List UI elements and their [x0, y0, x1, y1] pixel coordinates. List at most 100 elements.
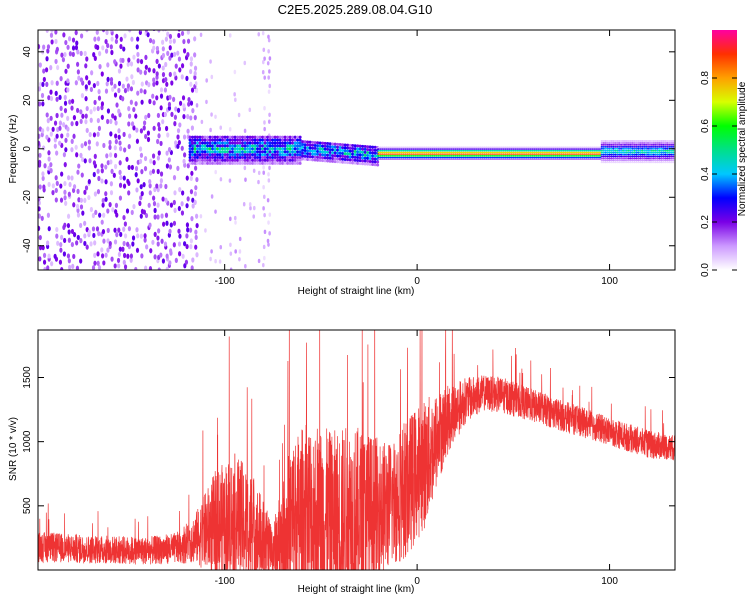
noise-cell — [41, 245, 45, 251]
signal-cell — [218, 153, 222, 157]
carrier-cell — [427, 146, 430, 149]
carrier-cell — [525, 149, 529, 152]
carrier-cell — [479, 153, 482, 155]
colorbar-tick-label: 0.4 — [700, 167, 711, 181]
carrier-cell — [571, 153, 575, 155]
carrier-cell — [448, 148, 452, 150]
carrier-cell — [542, 151, 546, 154]
carrier-cell — [392, 155, 396, 157]
noise-cell — [177, 139, 181, 146]
carrier-cell — [614, 157, 617, 160]
carrier-cell — [643, 161, 646, 164]
carrier-cell — [577, 158, 580, 161]
carrier-cell — [431, 153, 434, 155]
noise-cell — [214, 259, 217, 264]
carrier-cell — [546, 153, 550, 155]
signal-cell — [281, 156, 285, 160]
noise-cell — [177, 241, 182, 247]
signal-cell — [243, 144, 247, 148]
carrier-cell — [612, 145, 615, 148]
carrier-cell — [612, 142, 615, 144]
carrier-cell — [564, 153, 567, 155]
signal-cell — [221, 147, 225, 151]
carrier-cell — [596, 151, 600, 154]
carrier-cell — [490, 149, 494, 152]
noise-cell — [172, 38, 176, 44]
carrier-cell — [600, 151, 604, 154]
signal-cell — [323, 147, 327, 151]
carrier-cell — [650, 144, 654, 146]
noise-cell — [155, 95, 159, 101]
noise-cell — [151, 153, 156, 159]
carrier-cell — [660, 153, 663, 156]
carrier-cell — [481, 158, 484, 161]
carrier-cell — [510, 151, 513, 154]
noise-cell — [38, 225, 41, 231]
noise-cell — [178, 251, 182, 257]
signal-cell — [331, 145, 335, 149]
carrier-cell — [494, 158, 498, 161]
carrier-cell — [390, 158, 394, 161]
noise-cell — [194, 81, 198, 86]
carrier-cell — [550, 149, 554, 152]
noise-cell — [70, 98, 75, 104]
carrier-cell — [529, 155, 532, 157]
carrier-cell — [423, 146, 427, 149]
noise-cell — [143, 89, 147, 95]
noise-cell — [182, 134, 187, 140]
signal-cell — [323, 144, 327, 148]
carrier-cell — [637, 142, 640, 144]
signal-cell — [258, 147, 262, 151]
snr-frame — [37, 329, 676, 571]
carrier-cell — [542, 156, 546, 159]
noise-cell — [129, 257, 133, 263]
noise-cell — [119, 231, 123, 238]
noise-cell — [46, 240, 50, 246]
noise-cell — [189, 244, 193, 250]
carrier-cell — [614, 142, 617, 144]
signal-cell — [273, 144, 277, 148]
carrier-cell — [562, 149, 565, 152]
carrier-cell — [617, 151, 621, 154]
carrier-cell — [475, 155, 478, 157]
noise-cell — [191, 203, 195, 209]
carrier-cell — [598, 156, 602, 159]
carrier-cell — [483, 151, 486, 154]
carrier-cell — [539, 158, 542, 161]
noise-cell — [38, 200, 41, 206]
carrier-cell — [467, 155, 471, 157]
signal-cell — [356, 144, 360, 148]
carrier-cell — [641, 161, 644, 164]
noise-cell — [47, 226, 51, 232]
noise-cell — [97, 175, 101, 182]
noise-cell — [195, 222, 199, 229]
carrier-cell — [614, 140, 617, 142]
noise-cell — [59, 105, 63, 112]
noise-cell — [263, 120, 266, 125]
noise-cell — [83, 141, 88, 147]
carrier-cell — [589, 151, 592, 154]
carrier-cell — [594, 158, 598, 161]
noise-cell — [42, 252, 47, 259]
carrier-cell — [608, 145, 611, 148]
carrier-cell — [619, 144, 623, 146]
noise-cell — [135, 127, 139, 133]
noise-cell — [38, 184, 42, 190]
carrier-cell — [460, 146, 463, 149]
signal-cell — [368, 151, 372, 155]
carrier-cell — [381, 149, 384, 152]
signal-cell — [218, 156, 222, 160]
carrier-cell — [442, 155, 446, 157]
carrier-cell — [591, 149, 594, 152]
carrier-cell — [504, 158, 507, 161]
noise-cell — [136, 233, 140, 239]
carrier-cell — [660, 151, 663, 154]
noise-cell — [140, 99, 144, 105]
noise-cell — [127, 106, 131, 112]
signal-cell — [363, 162, 367, 166]
noise-cell — [190, 170, 194, 176]
carrier-cell — [402, 156, 405, 159]
noise-cell — [167, 101, 172, 108]
carrier-cell — [490, 151, 494, 154]
carrier-cell — [669, 151, 673, 154]
